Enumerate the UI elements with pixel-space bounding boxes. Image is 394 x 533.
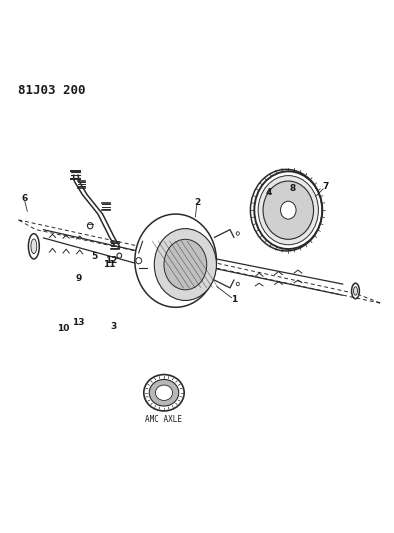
Ellipse shape — [236, 282, 239, 286]
Text: 6: 6 — [21, 194, 27, 203]
Ellipse shape — [136, 257, 142, 264]
Ellipse shape — [135, 214, 216, 308]
Ellipse shape — [154, 229, 216, 301]
Text: 3: 3 — [110, 322, 117, 331]
Ellipse shape — [263, 181, 314, 239]
Text: 1: 1 — [231, 295, 237, 304]
Ellipse shape — [87, 223, 93, 229]
Text: 11: 11 — [103, 260, 116, 269]
Text: 10: 10 — [57, 324, 69, 333]
Ellipse shape — [353, 287, 357, 295]
Text: 2: 2 — [194, 198, 200, 207]
Text: 12: 12 — [105, 256, 118, 265]
Ellipse shape — [117, 253, 122, 258]
Ellipse shape — [254, 171, 322, 249]
Ellipse shape — [164, 239, 207, 290]
Text: AMC AXLE: AMC AXLE — [145, 415, 182, 424]
Ellipse shape — [31, 239, 37, 254]
Text: 5: 5 — [91, 252, 97, 261]
Ellipse shape — [144, 375, 184, 411]
Ellipse shape — [258, 175, 318, 245]
Ellipse shape — [351, 283, 359, 298]
Ellipse shape — [28, 233, 39, 259]
Text: 4: 4 — [266, 188, 272, 197]
Ellipse shape — [281, 201, 296, 219]
Ellipse shape — [156, 385, 173, 400]
Ellipse shape — [149, 379, 179, 406]
Text: 13: 13 — [72, 318, 85, 327]
Text: 81J03 200: 81J03 200 — [18, 84, 86, 97]
Text: 8: 8 — [289, 184, 295, 193]
Ellipse shape — [236, 232, 239, 235]
Text: 7: 7 — [322, 182, 328, 191]
Text: 9: 9 — [75, 273, 82, 282]
